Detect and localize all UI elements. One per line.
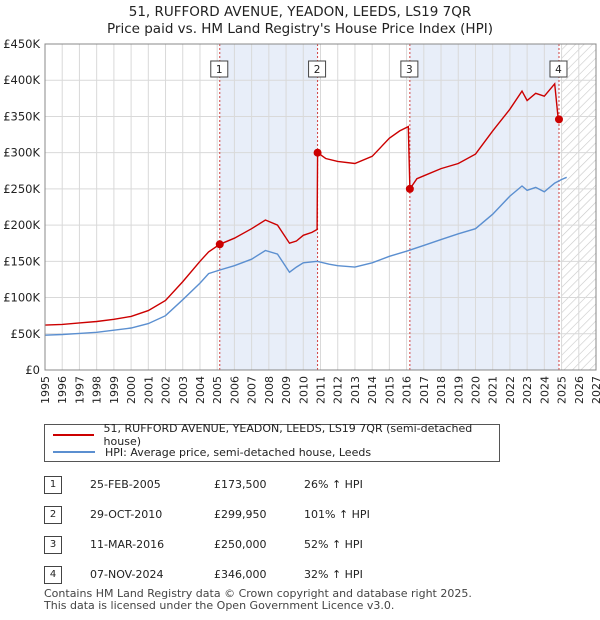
legend-swatch-property — [53, 434, 94, 436]
footer: Contains HM Land Registry data © Crown c… — [44, 588, 472, 612]
sale-date: 29-OCT-2010 — [90, 508, 163, 521]
x-tick-label: 2012 — [332, 376, 345, 404]
sale-label-text: 1 — [216, 64, 223, 76]
x-tick-label: 2016 — [401, 376, 414, 404]
legend-label-property: 51, RUFFORD AVENUE, YEADON, LEEDS, LS19 … — [103, 422, 473, 448]
y-tick-label: £0 — [25, 363, 40, 377]
legend: 51, RUFFORD AVENUE, YEADON, LEEDS, LS19 … — [44, 422, 500, 462]
x-tick-label: 2020 — [469, 376, 482, 404]
x-tick-label: 1996 — [56, 376, 69, 404]
sale-hpi-change: 52% ↑ HPI — [304, 538, 363, 551]
sale-label-box — [210, 60, 229, 78]
hpi-line — [45, 176, 567, 336]
sale-row: 4 07-NOV-2024 £346,000 32% ↑ HPI — [44, 566, 384, 586]
x-tick-label: 2011 — [315, 376, 328, 404]
sale-row: 1 25-FEB-2005 £173,500 26% ↑ HPI — [44, 476, 384, 496]
sale-point — [405, 184, 414, 193]
title-line-2: Price paid vs. HM Land Registry's House … — [107, 21, 493, 37]
x-tick-label: 2022 — [504, 376, 517, 404]
sale-row: 2 29-OCT-2010 £299,950 101% ↑ HPI — [44, 506, 384, 526]
sale-label-box — [549, 60, 568, 78]
chart-title: 51, RUFFORD AVENUE, YEADON, LEEDS, LS19 … — [0, 4, 600, 38]
sale-hpi-change: 32% ↑ HPI — [304, 568, 363, 581]
sale-label-box — [400, 60, 419, 78]
x-tick-label: 2015 — [383, 376, 396, 404]
x-tick-label: 2005 — [211, 376, 224, 404]
x-tick-label: 2004 — [194, 376, 207, 404]
x-tick-label: 2018 — [435, 376, 448, 404]
y-tick-label: £300K — [3, 146, 40, 160]
property-price-line — [45, 82, 560, 326]
sale-date: 25-FEB-2005 — [90, 478, 161, 491]
x-tick-label: 2027 — [590, 376, 600, 404]
x-tick-label: 1995 — [39, 376, 52, 404]
sale-label-text: 4 — [555, 64, 562, 76]
sale-point — [215, 240, 224, 249]
sale-date: 11-MAR-2016 — [90, 538, 165, 551]
x-tick-label: 1999 — [108, 376, 121, 404]
x-tick-label: 2019 — [452, 376, 465, 404]
x-tick-label: 2003 — [177, 376, 190, 404]
x-tick-label: 2007 — [246, 376, 259, 404]
footer-line-1: Contains HM Land Registry data © Crown c… — [44, 587, 472, 600]
x-tick-label: 2023 — [521, 376, 534, 404]
x-tick-label: 2021 — [487, 376, 500, 404]
footer-line-2: This data is licensed under the Open Gov… — [44, 599, 395, 612]
sale-label-text: 2 — [314, 64, 321, 76]
x-tick-label: 2013 — [349, 376, 362, 404]
x-tick-label: 2025 — [556, 376, 569, 404]
legend-item-property: 51, RUFFORD AVENUE, YEADON, LEEDS, LS19 … — [53, 422, 499, 448]
x-tick-label: 2000 — [125, 376, 138, 404]
sale-price: £346,000 — [214, 568, 267, 581]
x-tick-label: 1997 — [73, 376, 86, 404]
legend-label-hpi: HPI: Average price, semi-detached house,… — [105, 445, 372, 459]
y-tick-label: £450K — [3, 37, 40, 51]
sale-point — [313, 148, 322, 157]
x-tick-label: 1998 — [91, 376, 104, 404]
y-tick-label: £400K — [3, 73, 40, 87]
x-tick-label: 2010 — [297, 376, 310, 404]
sales-table: 1 25-FEB-2005 £173,500 26% ↑ HPI 2 29-OC… — [44, 476, 384, 586]
x-tick-label: 2009 — [280, 376, 293, 404]
legend-swatch-hpi — [53, 451, 95, 453]
x-tick-label: 2017 — [418, 376, 431, 404]
sale-number: 3 — [44, 536, 62, 554]
sale-date: 07-NOV-2024 — [90, 568, 164, 581]
sale-label-text: 3 — [406, 64, 413, 76]
x-tick-label: 2008 — [263, 376, 276, 404]
price-chart: £0 £50K £100K £150K £200K £250K £300K £350K £400… — [3, 37, 600, 404]
sale-row: 3 11-MAR-2016 £250,000 52% ↑ HPI — [44, 536, 384, 556]
shaded-ownership-period — [409, 44, 559, 370]
x-tick-label: 2006 — [228, 376, 241, 404]
sale-price: £299,950 — [214, 508, 267, 521]
y-tick-label: £200K — [3, 218, 40, 232]
y-tick-label: £50K — [11, 327, 41, 341]
legend-item-hpi: HPI: Average price, semi-detached house,… — [53, 444, 371, 460]
y-tick-label: £250K — [3, 182, 40, 196]
plot-border — [44, 43, 597, 371]
x-tick-label: 2014 — [366, 376, 379, 404]
title-line-1: 51, RUFFORD AVENUE, YEADON, LEEDS, LS19 … — [128, 4, 472, 20]
sale-label-box — [308, 60, 327, 78]
sale-hpi-change: 26% ↑ HPI — [304, 478, 363, 491]
y-tick-label: £100K — [3, 291, 40, 305]
y-tick-label: £150K — [3, 254, 40, 268]
sale-hpi-change: 101% ↑ HPI — [304, 508, 370, 521]
sale-price: £250,000 — [214, 538, 267, 551]
sale-number: 1 — [44, 476, 62, 494]
sale-number: 4 — [44, 566, 62, 584]
sale-number: 2 — [44, 506, 62, 524]
x-tick-label: 2001 — [142, 376, 155, 404]
x-tick-label: 2026 — [573, 376, 586, 404]
y-tick-label: £350K — [3, 109, 40, 123]
x-tick-label: 2024 — [538, 376, 551, 404]
x-tick-label: 2002 — [160, 376, 173, 404]
sale-price: £173,500 — [214, 478, 267, 491]
sale-point — [554, 115, 563, 124]
